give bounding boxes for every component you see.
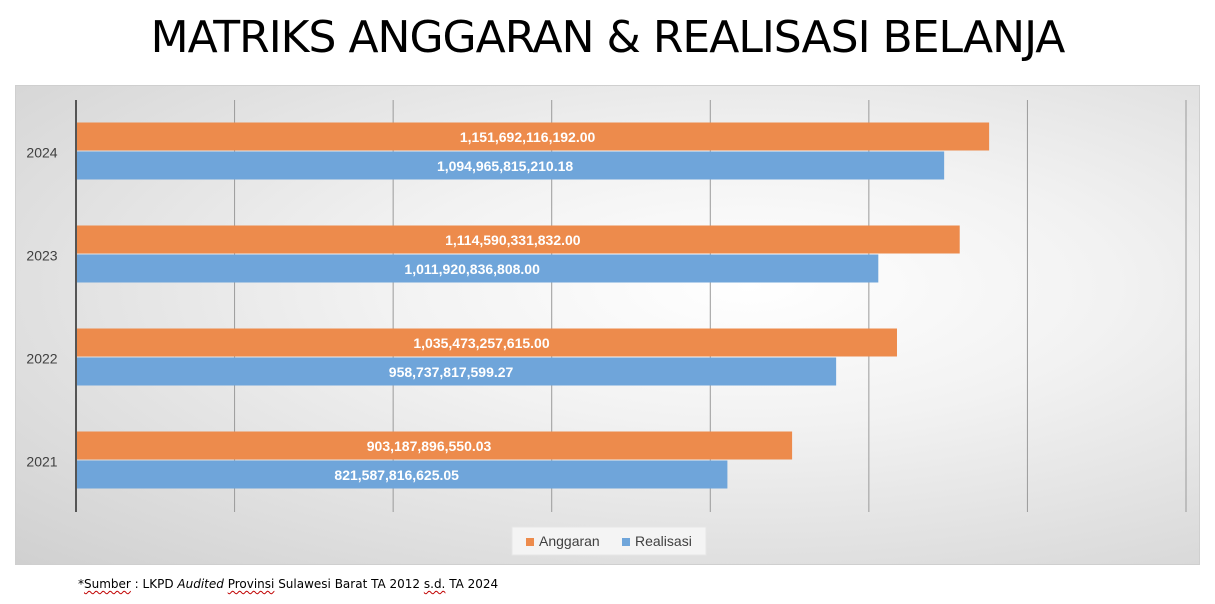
footnote-provinsi: Provinsi [227,577,275,591]
footnote-audited: Audited [177,577,224,591]
data-label: 1,114,590,331,832.00 [445,232,581,248]
legend-label: Anggaran [539,533,600,549]
footnote-middle: Sulawesi Barat TA 2012 [274,577,424,591]
bar-anggaran-2024 [77,122,990,151]
data-label: 821,587,816,625.05 [334,467,459,483]
data-label: 903,187,896,550.03 [367,438,492,454]
legend-box [511,526,707,556]
bar-anggaran-2022 [77,328,897,357]
y-tick-label: 2021 [26,454,57,470]
legend-swatch [622,538,630,546]
data-label: 1,035,473,257,615.00 [413,335,549,351]
bar-chart: 2021 903,187,896,550.03 821,587,816,625.05… [26,100,1187,556]
y-tick-label: 2024 [26,145,57,161]
data-label: 1,011,920,836,808.00 [404,261,540,277]
bar-realisasi-2024 [77,151,945,180]
legend-swatch [526,538,534,546]
bar-realisasi-2022 [77,357,837,386]
bar-anggaran-2023 [77,225,960,254]
footnote-end: TA 2024 [445,577,499,591]
footnote-sd: s.d. [423,577,446,591]
data-label: 958,737,817,599.27 [389,364,514,380]
y-tick-label: 2022 [26,351,57,367]
footnote-prefix: * [78,577,84,591]
bar-realisasi-2021 [77,460,728,489]
legend: Anggaran Realisasi [511,526,707,556]
bar-anggaran-2021 [77,431,793,460]
chart-title: MATRIKS ANGGARAN & REALISASI BELANJA [150,12,1066,63]
data-label: 1,094,965,815,210.18 [437,158,573,174]
legend-label: Realisasi [635,533,692,549]
y-tick-label: 2023 [26,248,57,264]
footnote-sumber: Sumber [84,577,131,591]
footnote-sep: : LKPD [130,577,178,591]
data-label: 1,151,692,116,192.00 [460,129,596,145]
source-footnote: *Sumber : LKPD Audited Provinsi Sulawesi… [78,577,498,591]
chart-area: 2021 903,187,896,550.03 821,587,816,625.05… [15,85,1200,565]
bar-realisasi-2023 [77,254,879,283]
